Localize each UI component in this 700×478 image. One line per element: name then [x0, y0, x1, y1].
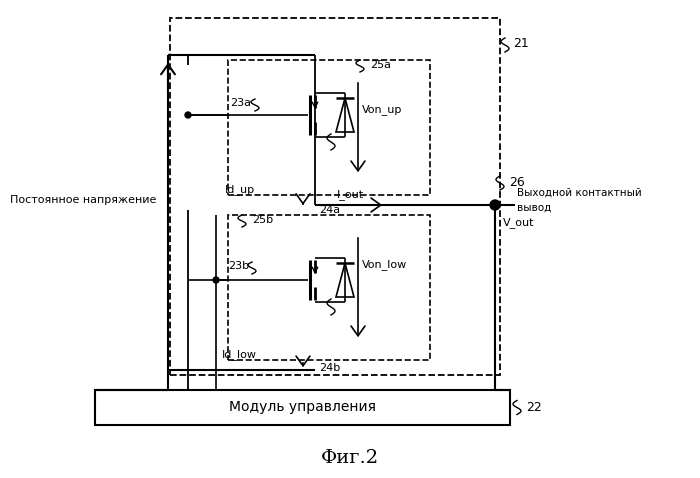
Circle shape	[213, 277, 219, 283]
Bar	[228, 60, 430, 195]
Text: 22: 22	[526, 401, 542, 414]
Text: Von_up: Von_up	[362, 105, 402, 116]
Bar	[95, 390, 510, 425]
Circle shape	[185, 112, 191, 118]
Text: Von_low: Von_low	[362, 260, 407, 271]
Text: 25b: 25b	[252, 215, 273, 225]
Text: 25a: 25a	[370, 60, 391, 70]
Bar	[228, 215, 430, 360]
Text: 26: 26	[509, 175, 525, 188]
Text: вывод: вывод	[517, 203, 552, 213]
Text: I_out: I_out	[337, 190, 364, 200]
Text: 24a: 24a	[319, 205, 340, 215]
Circle shape	[490, 200, 500, 210]
Text: Модуль управления: Модуль управления	[229, 401, 376, 414]
Text: Id_low: Id_low	[222, 349, 257, 360]
Text: Постоянное напряжение: Постоянное напряжение	[10, 195, 156, 205]
Text: 21: 21	[513, 36, 528, 50]
Text: 24b: 24b	[319, 363, 340, 373]
Bar	[170, 18, 500, 375]
Text: Выходной контактный: Выходной контактный	[517, 188, 642, 198]
Text: 23b: 23b	[228, 261, 249, 271]
Text: Фиг.2: Фиг.2	[321, 449, 379, 467]
Text: Id_up: Id_up	[225, 185, 255, 196]
Text: 23a: 23a	[230, 98, 251, 108]
Text: V_out: V_out	[503, 217, 535, 228]
